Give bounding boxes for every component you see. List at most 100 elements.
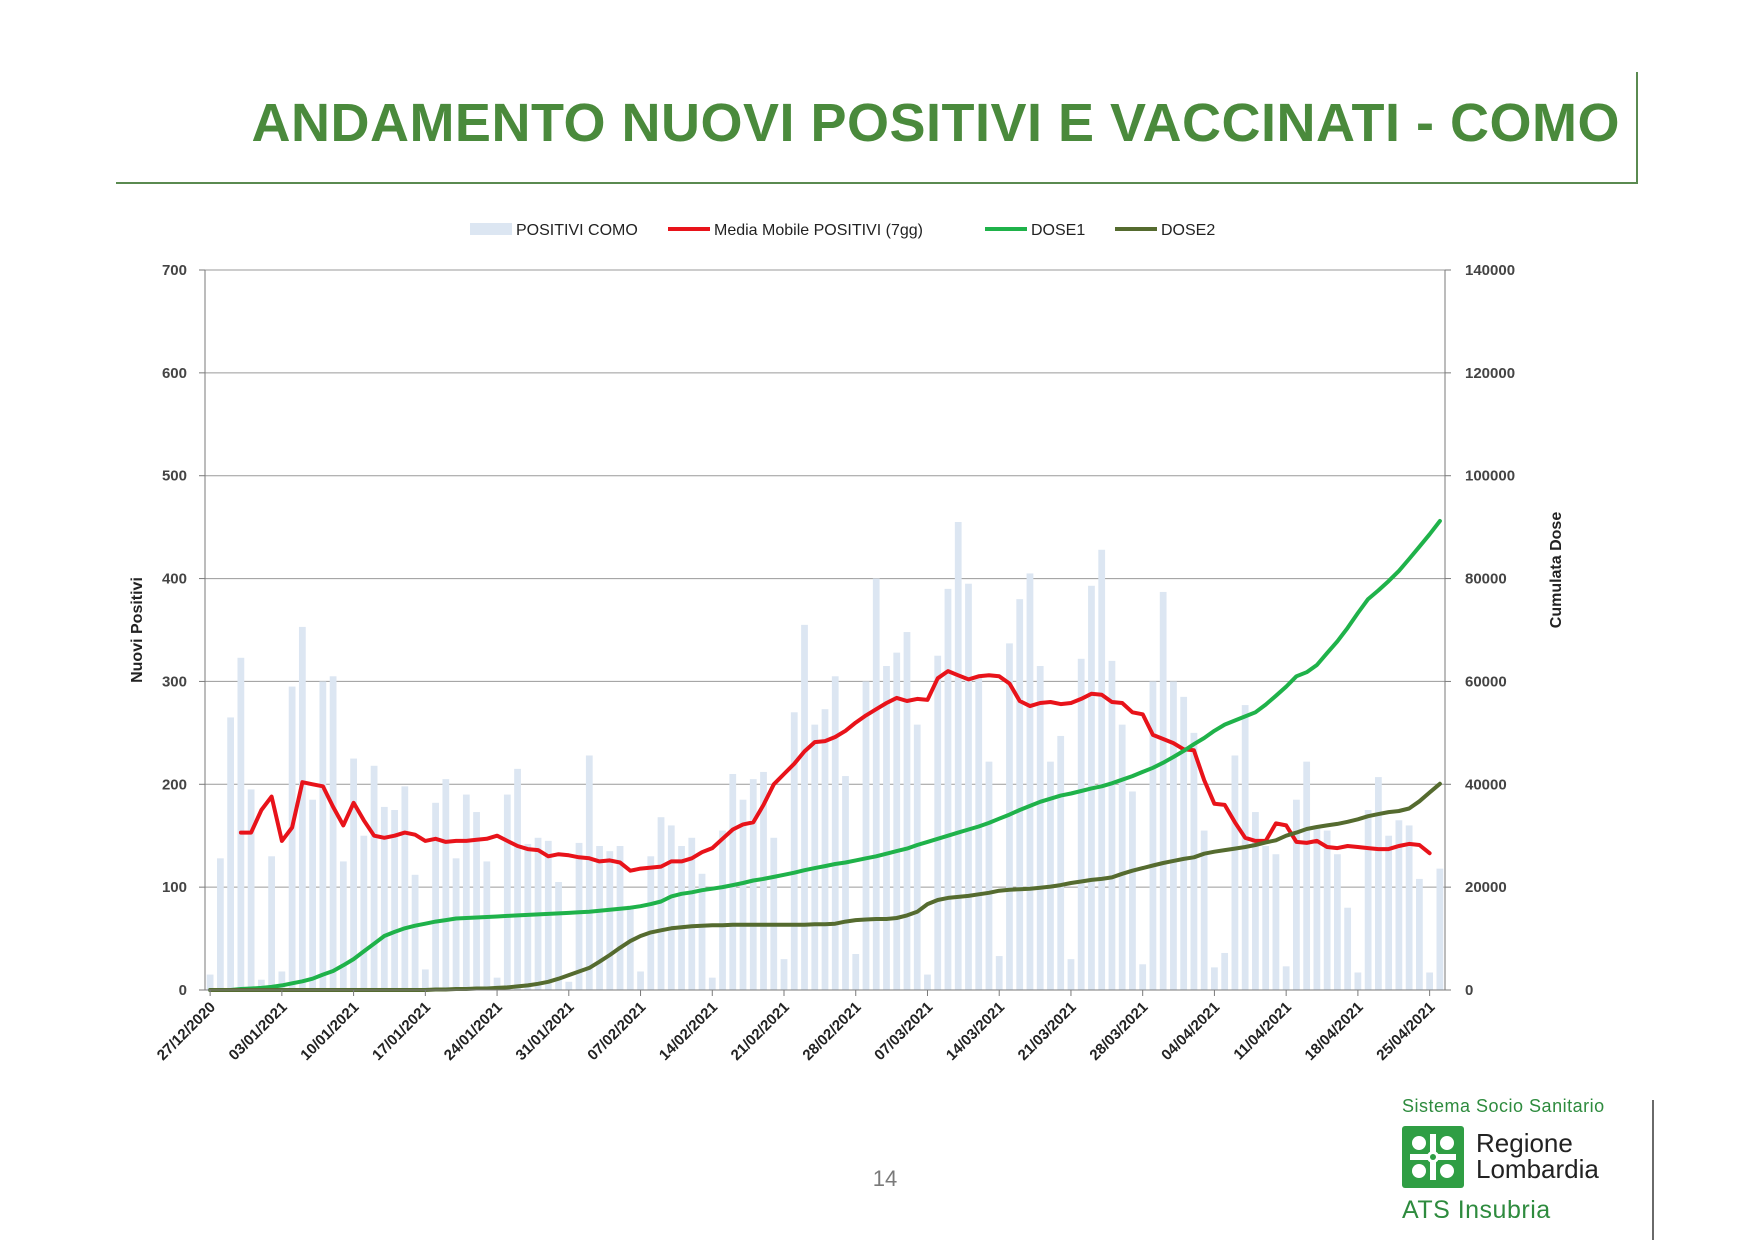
page-number: 14 bbox=[872, 1166, 898, 1191]
bar-positivi bbox=[1026, 573, 1034, 990]
bar-positivi bbox=[831, 676, 839, 990]
bar-positivi bbox=[442, 779, 450, 990]
bar-positivi bbox=[606, 851, 614, 990]
bar-positivi bbox=[227, 717, 235, 990]
bar-positivi bbox=[1047, 761, 1054, 990]
x-tick-label: 11/04/2021 bbox=[1230, 999, 1295, 1064]
y-axis-title: Nuovi Positivi bbox=[129, 577, 146, 683]
logo-name-line1: Regione bbox=[1476, 1128, 1573, 1158]
bar-positivi bbox=[298, 626, 306, 990]
left-tick-label: 400 bbox=[162, 571, 187, 588]
bar-positivi bbox=[893, 652, 901, 990]
x-tick-label: 28/03/2021 bbox=[1086, 999, 1151, 1064]
y2-axis-title: Cumulata Dose bbox=[1548, 512, 1565, 629]
left-tick-label: 0 bbox=[179, 982, 187, 999]
lombardy-rose-icon bbox=[1402, 1126, 1464, 1188]
bar-positivi bbox=[309, 799, 316, 990]
bar-positivi bbox=[257, 979, 265, 990]
right-tick-label: 0 bbox=[1465, 982, 1473, 999]
bar-positivi bbox=[432, 802, 439, 990]
bar-positivi bbox=[616, 846, 624, 990]
bar-positivi bbox=[1129, 791, 1136, 990]
x-tick-label: 03/01/2021 bbox=[226, 999, 291, 1064]
x-tick-label: 31/01/2021 bbox=[513, 999, 578, 1064]
bar-positivi bbox=[954, 522, 962, 990]
bar-positivi bbox=[319, 681, 327, 990]
left-tick-label: 600 bbox=[162, 365, 187, 382]
bar-positivi bbox=[862, 681, 870, 990]
bar-positivi bbox=[1108, 660, 1116, 990]
series-line-media-mobile-positivi-7gg- bbox=[238, 669, 1432, 873]
bar-positivi bbox=[473, 812, 480, 990]
bar-positivi bbox=[339, 861, 347, 990]
bar-positivi bbox=[883, 666, 890, 990]
x-tick-label: 27/12/2020 bbox=[154, 999, 219, 1064]
bar-positivi bbox=[913, 724, 921, 990]
bar-positivi bbox=[995, 956, 1003, 990]
bar-positivi bbox=[985, 761, 993, 990]
bar-positivi bbox=[708, 977, 716, 990]
bar-positivi bbox=[216, 858, 224, 990]
x-tick-label: 14/03/2021 bbox=[943, 999, 1008, 1064]
bar-positivi bbox=[411, 874, 419, 990]
right-tick-label: 140000 bbox=[1465, 262, 1515, 279]
title-side-rule bbox=[1636, 72, 1638, 184]
bar-positivi bbox=[452, 858, 460, 990]
bar-positivi bbox=[637, 971, 644, 990]
bar-positivi bbox=[1334, 854, 1341, 990]
bar-positivi bbox=[934, 655, 942, 990]
bar-positivi bbox=[462, 794, 470, 990]
bar-positivi bbox=[965, 583, 972, 990]
bar-positivi bbox=[1098, 549, 1106, 990]
bar-positivi bbox=[790, 712, 798, 990]
right-tick-label: 100000 bbox=[1465, 468, 1515, 485]
bar-positivi bbox=[1272, 854, 1280, 990]
right-tick-label: 60000 bbox=[1465, 673, 1507, 690]
x-tick-label: 07/03/2021 bbox=[871, 999, 936, 1064]
x-tick-label: 17/01/2021 bbox=[369, 999, 434, 1064]
bar-positivi bbox=[1293, 799, 1300, 990]
legend-swatch bbox=[470, 223, 512, 235]
bar-positivi bbox=[1282, 966, 1290, 990]
logo-side-rule bbox=[1652, 1100, 1654, 1240]
bar-positivi bbox=[903, 632, 911, 990]
left-tick-label: 300 bbox=[162, 673, 187, 690]
chart-legend: POSITIVI COMO Media Mobile POSITIVI (7gg)… bbox=[470, 222, 1215, 239]
regione-lombardia-logo: Sistema Socio Sanitario Regione Lombardi… bbox=[1390, 1096, 1650, 1236]
positivi-vaccinati-chart: POSITIVI COMO Media Mobile POSITIVI (7gg)… bbox=[129, 222, 1565, 1064]
logo-top-text: Sistema Socio Sanitario bbox=[1402, 1096, 1605, 1116]
bar-positivi bbox=[1036, 666, 1044, 990]
logo-ats-text: ATS Insubria bbox=[1402, 1196, 1551, 1224]
bars-positivi-como bbox=[206, 522, 1444, 990]
bar-positivi bbox=[975, 676, 983, 990]
bar-positivi bbox=[780, 959, 788, 990]
x-tick-label: 07/02/2021 bbox=[584, 999, 649, 1064]
bar-positivi bbox=[657, 817, 665, 990]
bar-positivi bbox=[842, 776, 849, 990]
x-tick-label: 10/01/2021 bbox=[297, 999, 362, 1064]
left-tick-label: 700 bbox=[162, 262, 187, 279]
bar-positivi bbox=[237, 657, 245, 990]
bar-positivi bbox=[503, 794, 511, 990]
bar-positivi bbox=[268, 856, 275, 990]
bar-positivi bbox=[1436, 868, 1444, 990]
bar-positivi bbox=[1190, 732, 1198, 990]
logo-name: Regione Lombardia bbox=[1476, 1130, 1599, 1182]
bar-positivi bbox=[698, 873, 706, 990]
bar-positivi bbox=[729, 774, 737, 990]
legend-label: DOSE2 bbox=[1161, 222, 1215, 239]
bar-positivi bbox=[760, 771, 767, 990]
bar-positivi bbox=[1057, 735, 1065, 990]
bar-positivi bbox=[944, 588, 952, 990]
bar-positivi bbox=[688, 837, 696, 990]
x-tick-label: 21/03/2021 bbox=[1015, 999, 1080, 1064]
legend-label: POSITIVI COMO bbox=[516, 222, 638, 239]
bar-positivi bbox=[852, 954, 860, 990]
bar-positivi bbox=[1200, 830, 1208, 990]
bar-positivi bbox=[585, 755, 593, 990]
x-tick-label: 21/02/2021 bbox=[728, 999, 793, 1064]
bar-positivi bbox=[391, 810, 398, 990]
bar-positivi bbox=[1323, 830, 1331, 990]
legend-label: Media Mobile POSITIVI (7gg) bbox=[714, 222, 923, 239]
bar-positivi bbox=[1303, 761, 1311, 990]
